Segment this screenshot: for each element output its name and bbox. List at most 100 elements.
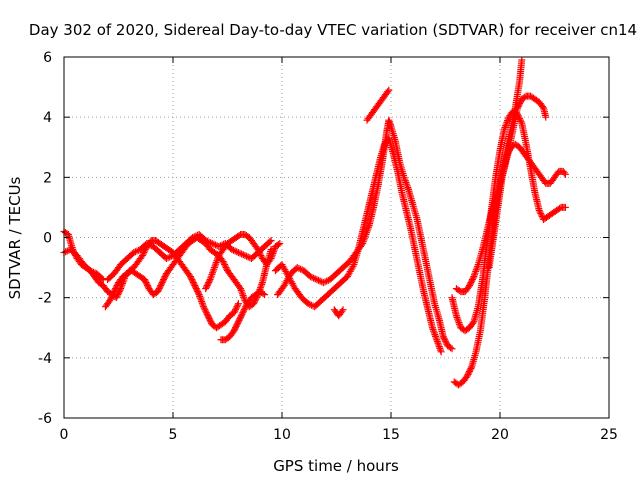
tick-layer: 0 5 10 15 20 25 -6 -4 -2 0 2 4 6	[38, 50, 618, 443]
data-point	[257, 282, 265, 290]
data-point	[159, 277, 167, 285]
data-point	[208, 240, 216, 248]
data-point	[108, 292, 116, 300]
data-point	[435, 341, 443, 349]
x-tick-label: 10	[273, 427, 291, 443]
data-point	[428, 324, 436, 332]
data-point	[208, 270, 216, 278]
data-point	[157, 280, 165, 288]
grid-layer	[64, 57, 609, 418]
data-point	[258, 280, 266, 288]
data-point	[192, 285, 200, 293]
data-point	[239, 307, 247, 315]
data-point	[306, 273, 314, 281]
data-point	[205, 238, 213, 246]
data-point	[189, 277, 197, 285]
data-point	[432, 334, 440, 342]
data-point	[468, 277, 476, 285]
x-tick-label: 25	[600, 427, 618, 443]
data-point	[430, 327, 438, 335]
data-point	[466, 366, 474, 374]
data-point	[166, 253, 174, 261]
data-point	[429, 325, 437, 333]
data-point	[204, 312, 212, 320]
data-point	[323, 277, 331, 285]
data-point	[233, 248, 241, 256]
series-arc-7	[274, 116, 456, 353]
data-point	[232, 322, 240, 330]
data-point	[439, 333, 447, 341]
data-point	[212, 260, 220, 268]
data-point	[465, 367, 473, 375]
data-point	[207, 272, 215, 280]
x-axis-label: GPS time / hours	[273, 457, 399, 475]
data-point	[404, 184, 412, 192]
data-point	[216, 242, 224, 250]
data-point	[274, 241, 282, 249]
data-point	[197, 296, 205, 304]
data-point	[310, 274, 318, 282]
data-point	[157, 282, 165, 290]
data-point	[463, 372, 471, 380]
data-point	[470, 273, 478, 281]
data-point	[452, 312, 460, 320]
data-point	[539, 103, 547, 111]
y-tick-label: 2	[43, 170, 52, 186]
data-point	[240, 306, 248, 314]
data-point	[537, 209, 545, 217]
data-point	[431, 331, 439, 339]
data-point	[535, 206, 543, 214]
data-point	[158, 279, 166, 287]
data-point	[259, 290, 267, 298]
y-tick-label: 6	[43, 50, 52, 66]
data-point	[467, 364, 475, 372]
data-point	[234, 301, 242, 309]
data-point	[502, 122, 510, 130]
data-point	[437, 346, 445, 354]
data-point	[199, 301, 207, 309]
data-point	[542, 113, 550, 121]
data-point	[230, 327, 238, 335]
data-point	[513, 104, 521, 112]
data-point	[501, 123, 509, 131]
data-point	[210, 264, 218, 272]
data-point	[202, 283, 210, 291]
data-point	[144, 240, 152, 248]
series-arc-8	[271, 134, 445, 356]
data-point	[268, 251, 276, 259]
data-point	[504, 149, 512, 157]
data-point	[471, 269, 479, 277]
data-point	[239, 309, 247, 317]
data-point	[186, 273, 194, 281]
y-tick-label: -4	[38, 351, 52, 367]
x-tick-label: 15	[382, 427, 400, 443]
data-point	[384, 88, 392, 96]
data-point	[234, 318, 242, 326]
data-points-layer	[60, 56, 569, 389]
data-point	[190, 280, 198, 288]
data-point	[250, 300, 258, 308]
data-point	[234, 300, 242, 308]
data-point	[516, 100, 524, 108]
data-point	[143, 240, 151, 248]
data-point	[297, 265, 305, 273]
data-point	[205, 277, 213, 285]
data-point	[261, 291, 269, 299]
data-point	[238, 290, 246, 298]
data-point	[112, 285, 120, 293]
data-point	[442, 339, 450, 347]
data-point	[430, 329, 438, 337]
data-point	[304, 300, 312, 308]
data-point	[468, 276, 476, 284]
data-point	[209, 267, 217, 275]
data-point	[237, 285, 245, 293]
data-point	[469, 274, 477, 282]
data-point	[385, 86, 393, 94]
data-point	[203, 310, 211, 318]
data-point	[141, 276, 149, 284]
data-point	[402, 178, 410, 186]
data-point	[106, 297, 114, 305]
data-point	[192, 283, 200, 291]
data-point	[270, 246, 278, 254]
